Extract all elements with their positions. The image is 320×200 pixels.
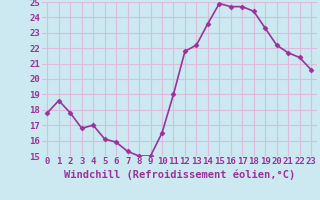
X-axis label: Windchill (Refroidissement éolien,°C): Windchill (Refroidissement éolien,°C) — [64, 169, 295, 180]
